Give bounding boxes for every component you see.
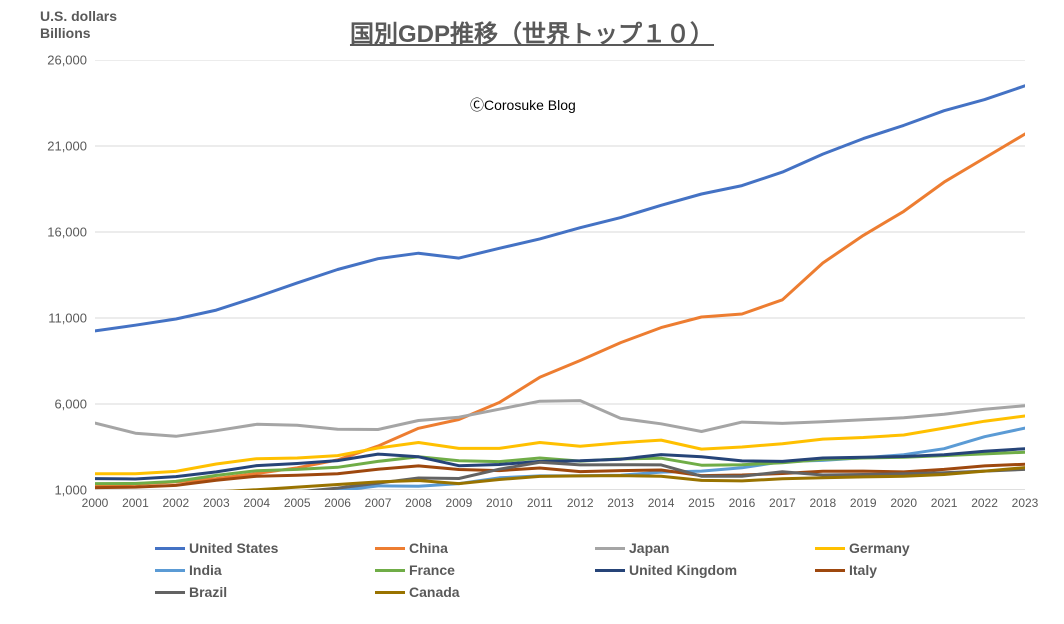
- y-tick-label: 1,000: [27, 483, 87, 498]
- legend-label: Japan: [629, 540, 669, 556]
- x-tick-label: 2002: [163, 496, 190, 510]
- plot-area: [95, 60, 1025, 490]
- x-tick-label: 2015: [688, 496, 715, 510]
- legend-swatch: [155, 547, 185, 550]
- chart-title: 国別GDP推移（世界トップ１０）: [0, 14, 1064, 49]
- series-line: [95, 134, 1025, 486]
- x-tick-label: 2023: [1012, 496, 1039, 510]
- series-line: [95, 401, 1025, 437]
- x-tick-label: 2018: [809, 496, 836, 510]
- x-tick-label: 2022: [971, 496, 998, 510]
- legend-item: Italy: [815, 562, 1025, 578]
- legend-item: United Kingdom: [595, 562, 805, 578]
- legend-item: India: [155, 562, 365, 578]
- y-tick-label: 21,000: [27, 139, 87, 154]
- x-tick-label: 2011: [527, 496, 553, 510]
- legend-item: Japan: [595, 540, 805, 556]
- legend-label: United States: [189, 540, 278, 556]
- y-tick-label: 26,000: [27, 53, 87, 68]
- x-tick-label: 2021: [931, 496, 958, 510]
- y-tick-label: 11,000: [27, 311, 87, 326]
- x-tick-label: 2003: [203, 496, 230, 510]
- legend-label: Brazil: [189, 584, 227, 600]
- legend-label: Canada: [409, 584, 460, 600]
- legend-swatch: [815, 569, 845, 572]
- x-tick-label: 2017: [769, 496, 796, 510]
- legend-item: Brazil: [155, 584, 365, 600]
- x-tick-label: 2005: [284, 496, 311, 510]
- x-tick-label: 2012: [567, 496, 594, 510]
- x-tick-label: 2014: [648, 496, 675, 510]
- legend-item: France: [375, 562, 585, 578]
- x-tick-label: 2009: [446, 496, 473, 510]
- legend-swatch: [375, 547, 405, 550]
- x-tick-label: 2020: [890, 496, 917, 510]
- legend-label: Germany: [849, 540, 910, 556]
- x-tick-label: 2008: [405, 496, 432, 510]
- gdp-chart: U.S. dollarsBillions 国別GDP推移（世界トップ１０） ⒸC…: [0, 0, 1064, 624]
- legend-item: Canada: [375, 584, 585, 600]
- x-tick-label: 2004: [243, 496, 270, 510]
- legend-label: United Kingdom: [629, 562, 737, 578]
- legend-swatch: [375, 591, 405, 594]
- y-tick-label: 6,000: [27, 397, 87, 412]
- legend-label: India: [189, 562, 222, 578]
- legend-label: Italy: [849, 562, 877, 578]
- x-tick-label: 2000: [82, 496, 109, 510]
- x-tick-label: 2001: [122, 496, 149, 510]
- y-tick-label: 16,000: [27, 225, 87, 240]
- legend-item: United States: [155, 540, 365, 556]
- legend-swatch: [375, 569, 405, 572]
- x-tick-label: 2006: [324, 496, 351, 510]
- legend-item: Germany: [815, 540, 1025, 556]
- legend-item: China: [375, 540, 585, 556]
- x-tick-label: 2007: [365, 496, 392, 510]
- x-tick-label: 2010: [486, 496, 513, 510]
- x-tick-label: 2019: [850, 496, 877, 510]
- legend-label: China: [409, 540, 448, 556]
- series-line: [95, 86, 1025, 331]
- legend: United States China Japan Germany India Franc…: [155, 540, 1025, 600]
- legend-swatch: [815, 547, 845, 550]
- x-tick-label: 2016: [729, 496, 756, 510]
- legend-label: France: [409, 562, 455, 578]
- legend-swatch: [595, 547, 625, 550]
- legend-swatch: [155, 569, 185, 572]
- x-tick-label: 2013: [607, 496, 634, 510]
- legend-swatch: [595, 569, 625, 572]
- legend-swatch: [155, 591, 185, 594]
